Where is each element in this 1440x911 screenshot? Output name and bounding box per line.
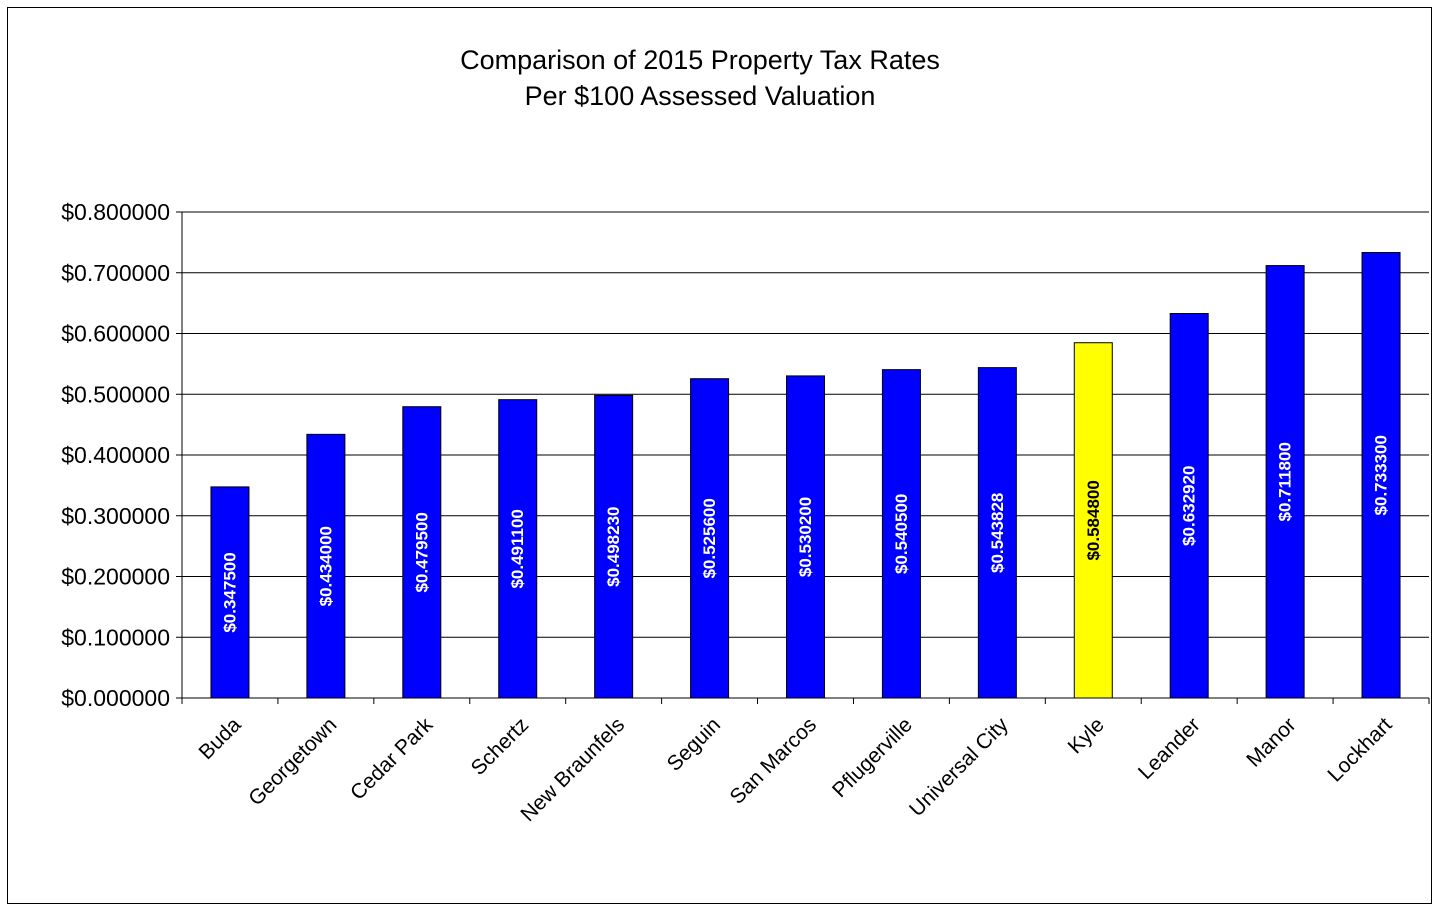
bar-georgetown (306, 433, 346, 699)
data-label-universal-city: $0.543828 (988, 493, 1007, 573)
data-labels: $0.347500 $0.434000 $0.479500 $0.491100 $0.4… (220, 435, 1390, 633)
y-axis-ticks: $0.000000 $0.100000 $0.200000 $0.300000 $0.4… (61, 199, 182, 711)
bar-universal-city (977, 367, 1017, 699)
data-label-lockhart: $0.733300 (1372, 435, 1391, 515)
x-tick-label-cedar-park: Cedar Park (346, 713, 438, 805)
data-label-kyle: $0.584800 (1084, 480, 1103, 560)
x-tick-label-kyle: Kyle (1064, 713, 1109, 758)
chart-title-line-2: Per $100 Assessed Valuation (525, 81, 876, 111)
x-tick-label-pflugerville: Pflugerville (828, 713, 917, 802)
x-tick-label-lockhart: Lockhart (1323, 713, 1396, 786)
y-tick-label-6: $0.600000 (61, 321, 170, 347)
chart-frame: Comparison of 2015 Property Tax Rates Per… (7, 7, 1432, 904)
data-label-seguin: $0.525600 (700, 498, 719, 578)
chart-title: Comparison of 2015 Property Tax Rates Per… (460, 45, 940, 111)
x-tick-label-georgetown: Georgetown (244, 713, 341, 810)
bar-seguin (690, 378, 730, 699)
bar-leander (1169, 313, 1209, 699)
x-tick-label-leander: Leander (1134, 713, 1205, 784)
data-label-leander: $0.632920 (1180, 466, 1199, 546)
y-tick-label-2: $0.200000 (61, 564, 170, 590)
bars (210, 252, 1401, 699)
data-label-buda: $0.347500 (220, 552, 239, 632)
x-tick-label-manor: Manor (1242, 713, 1300, 771)
bar-kyle (1073, 342, 1113, 699)
y-tick-label-0: $0.000000 (61, 685, 170, 711)
data-label-new-braunfels: $0.498230 (604, 506, 623, 586)
bar-pflugerville (881, 369, 921, 699)
chart-title-line-1: Comparison of 2015 Property Tax Rates (460, 45, 940, 75)
y-tick-label-3: $0.300000 (61, 503, 170, 529)
x-tick-label-new-braunfels: New Braunfels (516, 713, 629, 826)
x-tick-label-seguin: Seguin (663, 713, 726, 776)
y-tick-label-8: $0.800000 (61, 199, 170, 225)
bar-san-marcos (786, 375, 825, 699)
y-tick-label-5: $0.500000 (61, 381, 170, 407)
x-tick-label-universal-city: Universal City (905, 713, 1013, 821)
data-label-schertz: $0.491100 (508, 509, 527, 588)
data-label-manor: $0.711800 (1276, 442, 1295, 521)
data-label-cedar-park: $0.479500 (412, 512, 431, 592)
y-tick-label-7: $0.700000 (61, 260, 170, 286)
bar-lockhart (1361, 252, 1401, 699)
x-tick-label-schertz: Schertz (467, 713, 534, 780)
bar-new-braunfels (594, 394, 634, 699)
data-label-georgetown: $0.434000 (316, 526, 335, 606)
x-tick-label-buda: Buda (195, 713, 246, 764)
x-tick-label-san-marcos: San Marcos (726, 713, 821, 808)
data-label-san-marcos: $0.530200 (796, 497, 815, 577)
bar-buda (210, 486, 250, 699)
bar-manor (1265, 265, 1305, 699)
bar-schertz (498, 399, 538, 699)
data-label-pflugerville: $0.540500 (892, 494, 911, 574)
bar-cedar-park (402, 406, 442, 699)
y-tick-label-4: $0.400000 (61, 442, 170, 468)
y-tick-label-1: $0.100000 (61, 624, 170, 650)
bar-chart: Comparison of 2015 Property Tax Rates Per… (61, 45, 1430, 826)
